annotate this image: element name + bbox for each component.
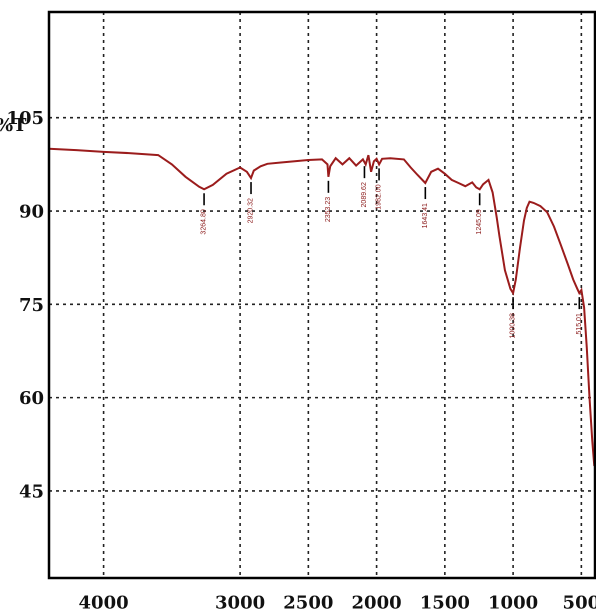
- x-tick-label-3000: 3000: [215, 593, 265, 614]
- series-line-transmittance: [48, 147, 596, 467]
- y-tick-label-90: 90: [19, 202, 44, 223]
- peak-label-4: 1982.00: [376, 184, 383, 209]
- peak-label-0: 3264.80: [201, 209, 208, 234]
- peak-label-5: 1643.41: [422, 203, 429, 228]
- peak-label-8: 515.01: [576, 313, 583, 335]
- x-tick-label-2500: 2500: [283, 593, 333, 614]
- x-tick-label-1000: 1000: [488, 593, 538, 614]
- peak-annotations: 3264.80 2920.32 2353.23 2089.62 1982.00 1643.…: [201, 166, 583, 338]
- y-tick-label-60: 60: [19, 388, 44, 409]
- peak-label-3: 2089.62: [361, 182, 368, 207]
- y-tick-label-75: 75: [19, 295, 44, 316]
- peak-label-2: 2353.23: [325, 197, 332, 222]
- x-tick-label-2000: 2000: [352, 593, 402, 614]
- x-tick-label-1500: 1500: [420, 593, 470, 614]
- x-tick-label-4000: 4000: [79, 593, 129, 614]
- peak-label-6: 1245.09: [476, 209, 483, 234]
- peak-label-7: 1000.38: [510, 313, 517, 338]
- x-tick-label-500: 500: [563, 593, 596, 614]
- grid-lines: [49, 12, 595, 578]
- y-tick-label-105: 105: [6, 108, 44, 129]
- x-axis-tick-labels: 4000 3000 2500 2000 1500 1000 500: [79, 593, 596, 614]
- y-tick-label-45: 45: [19, 481, 44, 502]
- y-axis-tick-labels: 105 90 75 60 45: [6, 108, 44, 502]
- y-axis-label: %T: [0, 115, 27, 136]
- plot-frame: [47, 10, 596, 580]
- peak-label-1: 2920.32: [248, 198, 255, 223]
